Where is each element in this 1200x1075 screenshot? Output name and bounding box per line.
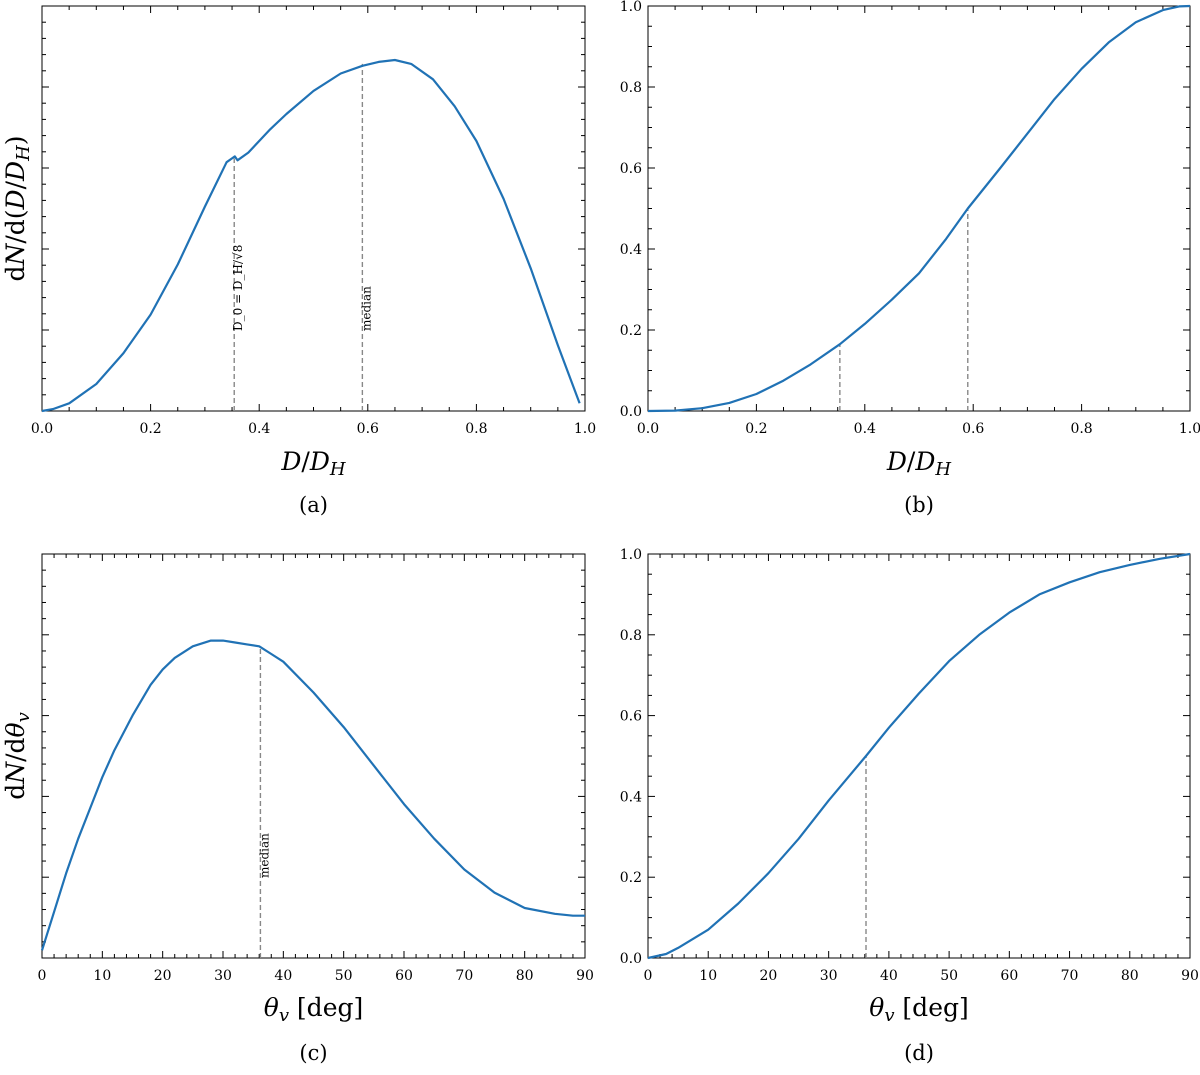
- x-tick-label: 1.0: [574, 421, 596, 437]
- y-axis-label: dN/d(D/DH): [1, 135, 34, 281]
- y-tick-label: 1.0: [620, 0, 642, 15]
- panel-caption: (b): [904, 493, 934, 517]
- plot-frame: [41, 553, 586, 959]
- x-tick-label: 40: [880, 968, 898, 984]
- x-tick-label: 10: [699, 968, 717, 984]
- x-tick-label: 40: [274, 968, 292, 984]
- plot-frame: [647, 5, 1191, 412]
- vline-annotation: median: [257, 833, 271, 878]
- x-tick-label: 20: [154, 968, 172, 984]
- series-line-a: [41, 58, 581, 413]
- x-tick-label: 60: [395, 968, 413, 984]
- y-tick-label: 1.0: [620, 547, 642, 563]
- x-tick-label: 90: [1181, 968, 1199, 984]
- series-line-d: [647, 552, 1191, 960]
- x-tick-label: 0.6: [357, 421, 379, 437]
- plot-frame: [41, 5, 586, 412]
- y-tick-label: 0.6: [620, 161, 642, 177]
- x-tick-label: 70: [455, 968, 473, 984]
- x-tick-label: 0.2: [745, 421, 767, 437]
- x-tick-label: 60: [1000, 968, 1018, 984]
- x-tick-label: 0: [38, 968, 47, 984]
- y-tick-label: 0.8: [620, 628, 642, 644]
- y-tick-label: 0.4: [620, 789, 642, 805]
- y-tick-label: 0.0: [620, 404, 642, 420]
- y-tick-label: 0.2: [620, 870, 642, 886]
- vline-annotation: median: [359, 286, 373, 331]
- y-tick-label: 0.4: [620, 242, 642, 258]
- x-tick-label: 70: [1061, 968, 1079, 984]
- x-tick-label: 20: [760, 968, 778, 984]
- y-tick-label: 0.8: [620, 80, 642, 96]
- x-tick-label: 50: [335, 968, 353, 984]
- x-tick-label: 50: [940, 968, 958, 984]
- x-tick-label: 80: [1121, 968, 1139, 984]
- panel-caption: (d): [904, 1041, 934, 1065]
- vline-annotation: D_0 = D_H/√8: [231, 245, 245, 331]
- x-axis-label: θv [deg]: [264, 993, 364, 1026]
- x-axis-label: D/DH: [280, 447, 346, 480]
- x-tick-label: 30: [214, 968, 232, 984]
- y-tick-label: 0.0: [620, 951, 642, 967]
- x-tick-label: 1.0: [1179, 421, 1200, 437]
- x-tick-label: 0.6: [962, 421, 984, 437]
- panel-caption: (c): [299, 1041, 327, 1065]
- x-tick-label: 0.0: [637, 421, 659, 437]
- series-line-b: [647, 4, 1191, 413]
- x-tick-label: 30: [820, 968, 838, 984]
- series-line-c: [40, 639, 585, 951]
- y-tick-label: 0.6: [620, 709, 642, 725]
- y-tick-label: 0.2: [620, 323, 642, 339]
- x-tick-label: 0.0: [31, 421, 53, 437]
- x-tick-label: 10: [93, 968, 111, 984]
- chart-panel-b: 0.0 0.2 0.4 0.6 0.8 1.0 0.0 0.2 0.4 0.6 0.8 1.0 D/DH…: [620, 0, 1200, 517]
- y-axis-label: dN/dθv: [1, 712, 34, 800]
- x-tick-label: 90: [576, 968, 594, 984]
- x-tick-label: 0.4: [854, 421, 876, 437]
- chart-panel-d: 0 10 20 30 40 50 60 70 80 90 0.0 0.2 0.4 0.6 0.8 1.0 θv …: [620, 547, 1199, 1065]
- x-tick-label: 0.4: [248, 421, 270, 437]
- x-axis-label: θv [deg]: [869, 993, 969, 1026]
- x-axis-label: D/DH: [886, 447, 952, 480]
- x-tick-label: 80: [516, 968, 534, 984]
- panel-caption: (a): [299, 493, 328, 517]
- x-tick-label: 0.2: [139, 421, 161, 437]
- x-tick-label: 0.8: [1070, 421, 1092, 437]
- chart-panel-a: 0.0 0.2 0.4 0.6 0.8 1.0 D_0 = D_H/√8 median D/DH…: [1, 5, 596, 517]
- x-tick-label: 0: [644, 968, 653, 984]
- x-tick-label: 0.8: [465, 421, 487, 437]
- chart-panel-c: 0 10 20 30 40 50 60 70 80 90 median θv [deg] dN/dθv (…: [1, 553, 594, 1065]
- plot-frame: [647, 553, 1191, 959]
